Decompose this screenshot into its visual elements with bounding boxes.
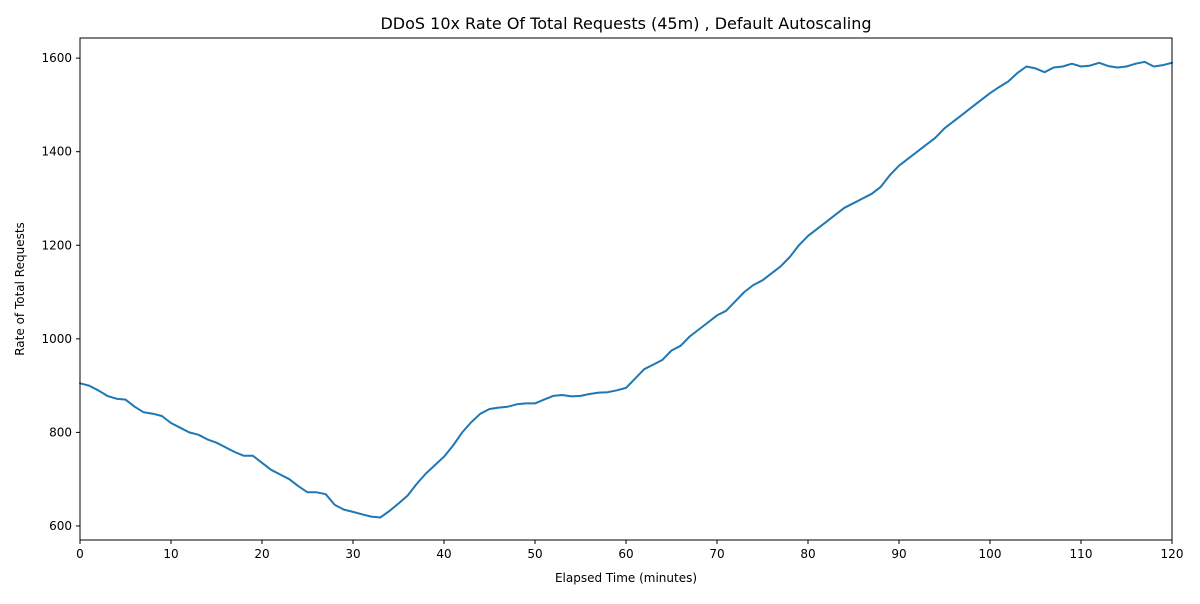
x-tick-label-60: 60 — [618, 547, 633, 561]
y-tick-label-1600: 1600 — [41, 51, 72, 65]
plot-area: 0 10 20 30 40 50 60 70 80 90 100 110 120 600 800 1000 12… — [41, 37, 1184, 561]
y-tick-label-1200: 1200 — [41, 238, 72, 252]
x-tick-label-90: 90 — [891, 547, 906, 561]
x-tick-label-50: 50 — [527, 547, 542, 561]
plot-frame — [79, 37, 1173, 541]
x-axis-label: Elapsed Time (minutes) — [555, 571, 697, 585]
y-tick-label-1000: 1000 — [41, 332, 72, 346]
chart-title: DDoS 10x Rate Of Total Requests (45m) , … — [380, 14, 871, 33]
y-tick-label-600: 600 — [49, 519, 72, 533]
x-tick-label-110: 110 — [1070, 547, 1093, 561]
series-line-0 — [79, 60, 1173, 519]
x-tick-label-70: 70 — [709, 547, 724, 561]
x-tick-label-0: 0 — [76, 547, 84, 561]
y-axis-label: Rate of Total Requests — [13, 222, 27, 356]
x-tick-label-80: 80 — [800, 547, 815, 561]
x-tick-label-100: 100 — [979, 547, 1002, 561]
x-tick-label-30: 30 — [345, 547, 360, 561]
x-tick-label-10: 10 — [163, 547, 178, 561]
y-tick-label-1400: 1400 — [41, 145, 72, 159]
y-tick-label-800: 800 — [49, 425, 72, 439]
x-tick-label-120: 120 — [1161, 547, 1184, 561]
x-tick-label-40: 40 — [436, 547, 451, 561]
x-tick-label-20: 20 — [254, 547, 269, 561]
